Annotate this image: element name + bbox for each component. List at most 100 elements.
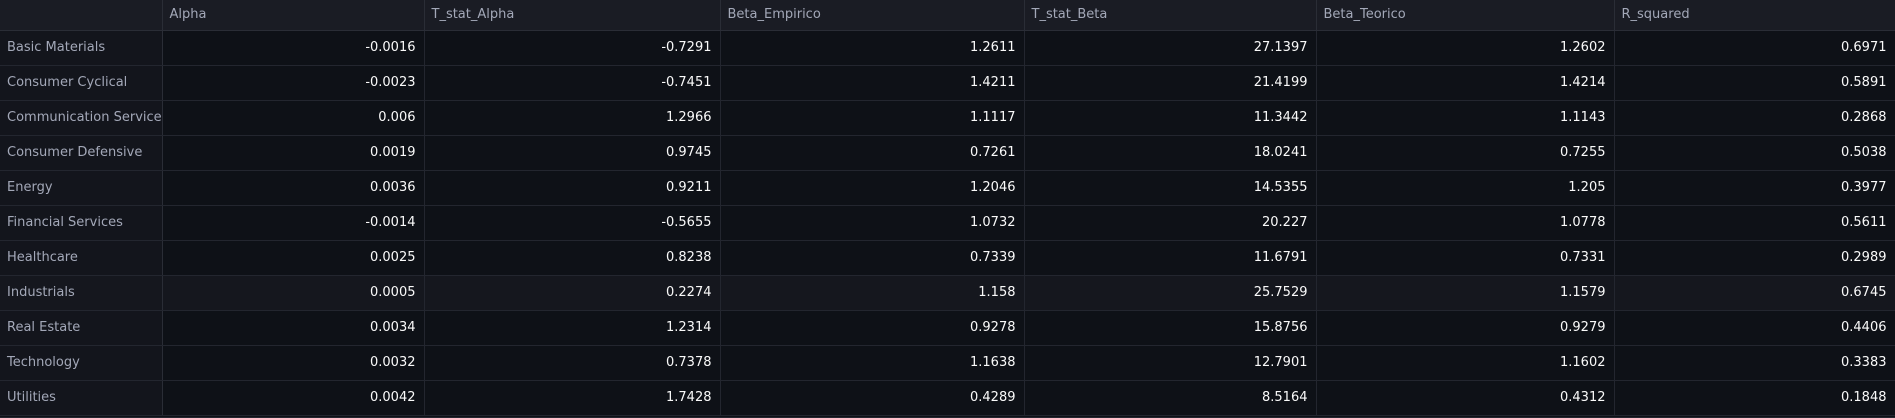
row-label[interactable]: Industrials xyxy=(0,275,163,311)
cell-t-stat-beta[interactable]: 27.1397 xyxy=(1024,30,1317,66)
cell-beta-teorico[interactable]: 1.2602 xyxy=(1316,30,1615,66)
cell-r-squared[interactable]: 0.2868 xyxy=(1614,100,1895,136)
cell-t-stat-beta[interactable]: 25.7529 xyxy=(1024,275,1317,311)
cell-beta-empirico[interactable]: 0.9278 xyxy=(720,310,1025,346)
cell-t-stat-alpha[interactable]: 1.7428 xyxy=(424,380,721,416)
cell-t-stat-beta[interactable]: 12.7901 xyxy=(1024,345,1317,381)
cell-t-stat-alpha[interactable]: 0.9211 xyxy=(424,170,721,206)
row-label[interactable]: Utilities xyxy=(0,380,163,416)
cell-t-stat-alpha[interactable]: -0.7451 xyxy=(424,65,721,101)
cell-alpha[interactable]: -0.0023 xyxy=(162,65,425,101)
column-header-t-stat-beta[interactable]: T_stat_Beta xyxy=(1024,0,1317,31)
cell-beta-empirico[interactable]: 1.4211 xyxy=(720,65,1025,101)
cell-alpha[interactable]: 0.0034 xyxy=(162,310,425,346)
index-header xyxy=(0,0,163,31)
cell-beta-teorico[interactable]: 1.1143 xyxy=(1316,100,1615,136)
table-row: Consumer Cyclical -0.0023 -0.7451 1.4211… xyxy=(0,65,1895,101)
row-label[interactable]: Consumer Defensive xyxy=(0,135,163,171)
table-row: Technology 0.0032 0.7378 1.1638 12.7901 … xyxy=(0,345,1895,381)
cell-alpha[interactable]: 0.006 xyxy=(162,100,425,136)
cell-r-squared[interactable]: 0.3383 xyxy=(1614,345,1895,381)
cell-t-stat-alpha[interactable]: 0.2274 xyxy=(424,275,721,311)
cell-r-squared[interactable]: 0.5611 xyxy=(1614,205,1895,241)
cell-beta-teorico[interactable]: 1.0778 xyxy=(1316,205,1615,241)
cell-t-stat-beta[interactable]: 21.4199 xyxy=(1024,65,1317,101)
table-row: Energy 0.0036 0.9211 1.2046 14.5355 1.20… xyxy=(0,170,1895,206)
cell-beta-empirico[interactable]: 1.0732 xyxy=(720,205,1025,241)
table-row: Basic Materials -0.0016 -0.7291 1.2611 2… xyxy=(0,30,1895,66)
cell-alpha[interactable]: -0.0014 xyxy=(162,205,425,241)
table-row: Consumer Defensive 0.0019 0.9745 0.7261 … xyxy=(0,135,1895,171)
cell-alpha[interactable]: 0.0019 xyxy=(162,135,425,171)
row-label[interactable]: Consumer Cyclical xyxy=(0,65,163,101)
cell-beta-teorico[interactable]: 0.7255 xyxy=(1316,135,1615,171)
column-header-beta-teorico[interactable]: Beta_Teorico xyxy=(1316,0,1615,31)
cell-beta-empirico[interactable]: 1.158 xyxy=(720,275,1025,311)
cell-beta-empirico[interactable]: 1.1638 xyxy=(720,345,1025,381)
cell-beta-teorico[interactable]: 0.9279 xyxy=(1316,310,1615,346)
row-label[interactable]: Financial Services xyxy=(0,205,163,241)
table-row: Communication Services 0.006 1.2966 1.11… xyxy=(0,100,1895,136)
table-body: Basic Materials -0.0016 -0.7291 1.2611 2… xyxy=(0,30,1895,416)
table-row: Utilities 0.0042 1.7428 0.4289 8.5164 0.… xyxy=(0,380,1895,416)
cell-beta-teorico[interactable]: 1.1579 xyxy=(1316,275,1615,311)
cell-beta-teorico[interactable]: 1.205 xyxy=(1316,170,1615,206)
cell-t-stat-beta[interactable]: 15.8756 xyxy=(1024,310,1317,346)
cell-beta-empirico[interactable]: 0.7339 xyxy=(720,240,1025,276)
cell-alpha[interactable]: 0.0036 xyxy=(162,170,425,206)
row-label[interactable]: Energy xyxy=(0,170,163,206)
cell-r-squared[interactable]: 0.6971 xyxy=(1614,30,1895,66)
table-row: Real Estate 0.0034 1.2314 0.9278 15.8756… xyxy=(0,310,1895,346)
cell-t-stat-alpha[interactable]: -0.7291 xyxy=(424,30,721,66)
cell-beta-empirico[interactable]: 0.4289 xyxy=(720,380,1025,416)
row-label[interactable]: Communication Services xyxy=(0,100,163,136)
table-row: Financial Services -0.0014 -0.5655 1.073… xyxy=(0,205,1895,241)
cell-beta-empirico[interactable]: 1.2611 xyxy=(720,30,1025,66)
cell-r-squared[interactable]: 0.4406 xyxy=(1614,310,1895,346)
cell-beta-empirico[interactable]: 1.1117 xyxy=(720,100,1025,136)
cell-t-stat-alpha[interactable]: 0.9745 xyxy=(424,135,721,171)
row-label[interactable]: Healthcare xyxy=(0,240,163,276)
row-label[interactable]: Technology xyxy=(0,345,163,381)
row-label[interactable]: Basic Materials xyxy=(0,30,163,66)
cell-alpha[interactable]: 0.0042 xyxy=(162,380,425,416)
column-header-t-stat-alpha[interactable]: T_stat_Alpha xyxy=(424,0,721,31)
cell-t-stat-beta[interactable]: 11.3442 xyxy=(1024,100,1317,136)
cell-t-stat-beta[interactable]: 14.5355 xyxy=(1024,170,1317,206)
table-row: Healthcare 0.0025 0.8238 0.7339 11.6791 … xyxy=(0,240,1895,276)
row-label[interactable]: Real Estate xyxy=(0,310,163,346)
cell-beta-empirico[interactable]: 0.7261 xyxy=(720,135,1025,171)
cell-beta-teorico[interactable]: 1.1602 xyxy=(1316,345,1615,381)
cell-r-squared[interactable]: 0.5038 xyxy=(1614,135,1895,171)
cell-t-stat-beta[interactable]: 8.5164 xyxy=(1024,380,1317,416)
cell-beta-teorico[interactable]: 0.7331 xyxy=(1316,240,1615,276)
table-row: Industrials 0.0005 0.2274 1.158 25.7529 … xyxy=(0,275,1895,311)
cell-alpha[interactable]: 0.0025 xyxy=(162,240,425,276)
cell-alpha[interactable]: 0.0005 xyxy=(162,275,425,311)
table-header: Alpha T_stat_Alpha Beta_Empirico T_stat_… xyxy=(0,0,1895,31)
cell-t-stat-beta[interactable]: 11.6791 xyxy=(1024,240,1317,276)
column-header-r-squared[interactable]: R_squared xyxy=(1614,0,1895,31)
cell-t-stat-alpha[interactable]: -0.5655 xyxy=(424,205,721,241)
cell-t-stat-alpha[interactable]: 1.2314 xyxy=(424,310,721,346)
cell-r-squared[interactable]: 0.1848 xyxy=(1614,380,1895,416)
cell-beta-teorico[interactable]: 1.4214 xyxy=(1316,65,1615,101)
cell-beta-empirico[interactable]: 1.2046 xyxy=(720,170,1025,206)
cell-alpha[interactable]: -0.0016 xyxy=(162,30,425,66)
column-header-beta-empirico[interactable]: Beta_Empirico xyxy=(720,0,1025,31)
cell-alpha[interactable]: 0.0032 xyxy=(162,345,425,381)
cell-t-stat-alpha[interactable]: 0.7378 xyxy=(424,345,721,381)
header-row: Alpha T_stat_Alpha Beta_Empirico T_stat_… xyxy=(0,0,1895,31)
cell-r-squared[interactable]: 0.5891 xyxy=(1614,65,1895,101)
cell-t-stat-beta[interactable]: 20.227 xyxy=(1024,205,1317,241)
cell-t-stat-alpha[interactable]: 0.8238 xyxy=(424,240,721,276)
cell-r-squared[interactable]: 0.2989 xyxy=(1614,240,1895,276)
cell-t-stat-beta[interactable]: 18.0241 xyxy=(1024,135,1317,171)
cell-r-squared[interactable]: 0.6745 xyxy=(1614,275,1895,311)
cell-t-stat-alpha[interactable]: 1.2966 xyxy=(424,100,721,136)
column-header-alpha[interactable]: Alpha xyxy=(162,0,425,31)
cell-beta-teorico[interactable]: 0.4312 xyxy=(1316,380,1615,416)
cell-r-squared[interactable]: 0.3977 xyxy=(1614,170,1895,206)
